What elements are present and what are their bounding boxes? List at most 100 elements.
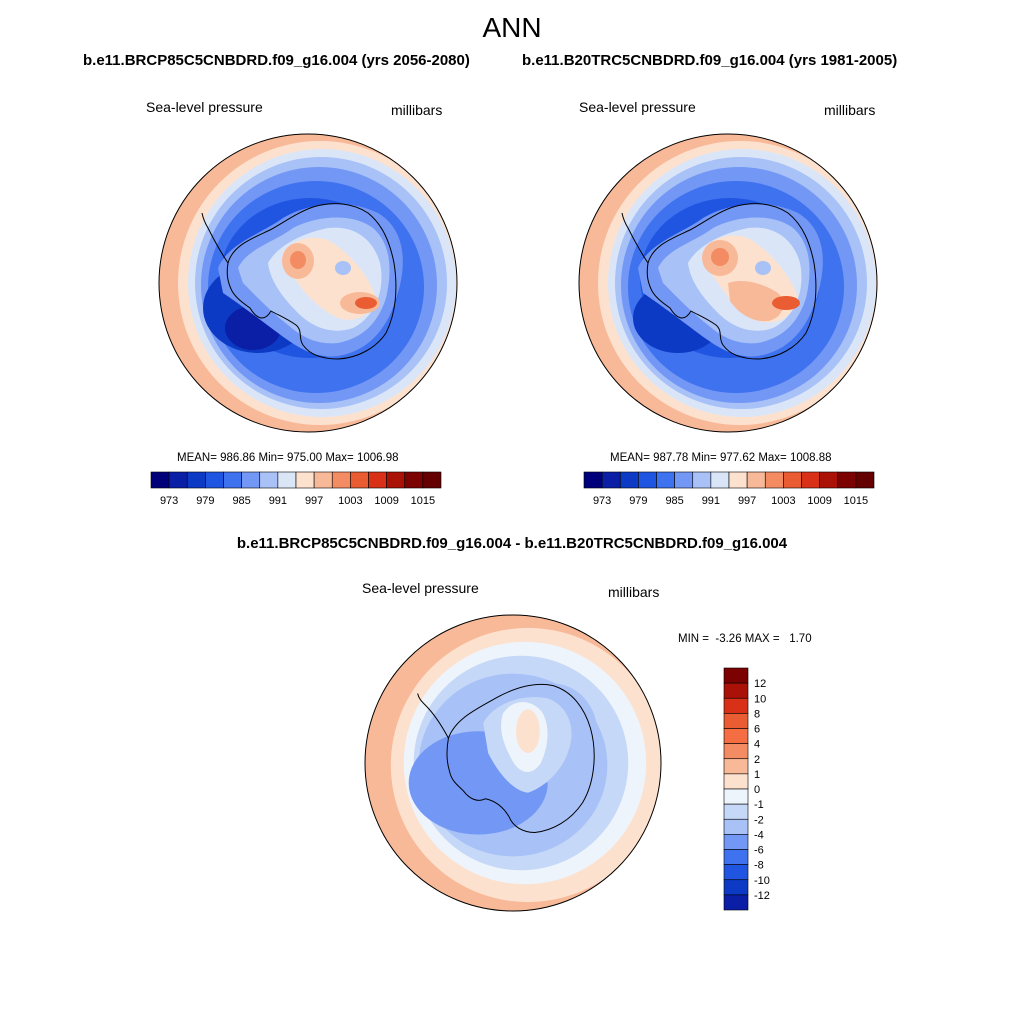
colorbar2-swatch-12 xyxy=(801,471,820,489)
map2-high-west-core xyxy=(711,248,729,266)
colorbar1-swatch-10 xyxy=(331,471,351,489)
colorbar2-tick-label: 1003 xyxy=(771,495,795,507)
colorbar2-swatch-11 xyxy=(783,471,802,489)
colorbar2-swatch-7 xyxy=(710,471,730,489)
colorbar1-swatch-11 xyxy=(350,471,369,489)
colorbar3-tick-label: -2 xyxy=(754,814,764,826)
map1-high-west-core xyxy=(290,251,306,269)
map-panel-2 xyxy=(578,133,878,433)
colorbar1-tick-label: 1015 xyxy=(411,495,435,507)
colorbar3-swatch-0 xyxy=(723,667,749,684)
colorbar2-swatch-13 xyxy=(819,471,839,489)
colorbar1-swatch-4 xyxy=(223,471,242,489)
diff-title: b.e11.BRCP85C5CNBDRD.f09_g16.004 - b.e11… xyxy=(236,535,788,552)
colorbar1-swatch-13 xyxy=(386,471,406,489)
colorbar2-swatch-15 xyxy=(855,471,875,489)
colorbar1-tick-label: 973 xyxy=(160,495,178,507)
colorbar1-swatch-7 xyxy=(277,471,297,489)
colorbar3-tick-label: 2 xyxy=(754,754,760,766)
colorbar3-swatch-13 xyxy=(723,864,749,881)
colorbar2-swatch-10 xyxy=(764,471,784,489)
colorbar3-tick-label: 10 xyxy=(754,693,766,705)
colorbar3-tick-label: 4 xyxy=(754,739,760,751)
colorbar3-tick-label: 1 xyxy=(754,769,760,781)
colorbar2-swatch-14 xyxy=(837,471,857,489)
map2-peninsula xyxy=(621,212,649,264)
panel3-stats: MIN = -3.26 MAX = 1.70 xyxy=(678,633,812,645)
map1-coastline xyxy=(226,203,397,360)
colorbar2-swatch-2 xyxy=(619,471,639,489)
colorbar-2: 973 979 985 991 997 1003 1009 1015 xyxy=(583,471,875,507)
case1-title: b.e11.BRCP85C5CNBDRD.f09_g16.004 (yrs 20… xyxy=(83,52,470,69)
colorbar1-swatch-3 xyxy=(205,471,224,489)
colorbar3-swatch-6 xyxy=(723,758,749,775)
map1-dip xyxy=(335,261,351,275)
colorbar1-swatch-12 xyxy=(368,471,387,489)
colorbar1-swatch-2 xyxy=(186,471,206,489)
colorbar1-swatch-9 xyxy=(313,471,333,489)
colorbar3-swatch-14 xyxy=(723,879,749,896)
colorbar3-swatch-9 xyxy=(723,803,749,820)
colorbar2-swatch-3 xyxy=(638,471,657,489)
colorbar1-tick-label: 991 xyxy=(269,495,287,507)
colorbar3-swatch-12 xyxy=(723,849,749,865)
colorbar2-tick-label: 973 xyxy=(593,495,611,507)
map2-high-east-core xyxy=(772,296,800,310)
colorbar2-swatch-1 xyxy=(601,471,621,489)
colorbar3-tick-label: -8 xyxy=(754,860,764,872)
colorbar1-tick-label: 985 xyxy=(232,495,250,507)
colorbar2-swatch-9 xyxy=(746,471,766,489)
case2-title: b.e11.B20TRC5CNBDRD.f09_g16.004 (yrs 198… xyxy=(522,52,898,69)
colorbar1-swatch-15 xyxy=(422,471,442,489)
panel2-variable-label: Sea-level pressure xyxy=(579,99,696,115)
colorbar3-swatch-8 xyxy=(723,788,749,805)
map-panel-3 xyxy=(364,614,662,912)
colorbar3-tick-label: -1 xyxy=(754,799,764,811)
colorbar3-tick-label: -6 xyxy=(754,845,764,857)
colorbar1-tick-label: 997 xyxy=(305,495,323,507)
colorbar1-swatch-14 xyxy=(404,471,424,489)
colorbar1-swatch-1 xyxy=(168,471,188,489)
map1-frame xyxy=(158,133,458,433)
colorbar3-tick-label: 12 xyxy=(754,678,766,690)
panel3-variable-label: Sea-level pressure xyxy=(362,580,479,596)
colorbar3-tick-label: 6 xyxy=(754,724,760,736)
colorbar3-swatch-3 xyxy=(723,713,749,729)
colorbar2-swatch-5 xyxy=(674,471,694,489)
panel1-variable-label: Sea-level pressure xyxy=(146,99,263,115)
panel1-stats: MEAN= 986.86 Min= 975.00 Max= 1006.98 xyxy=(177,452,399,464)
colorbar2-swatch-6 xyxy=(692,471,712,489)
map1-high-east-core xyxy=(355,297,377,309)
colorbar2-tick-label: 979 xyxy=(629,495,647,507)
colorbar3-tick-label: -4 xyxy=(754,829,764,841)
map3-coastline xyxy=(446,683,595,834)
colorbar3-swatch-15 xyxy=(723,894,749,911)
colorbar3-tick-label: -10 xyxy=(754,875,770,887)
colorbar3-tick-label: -12 xyxy=(754,890,770,902)
panel3-units-label: millibars xyxy=(608,584,660,600)
map3-peninsula xyxy=(417,693,449,739)
map-panel-1 xyxy=(158,133,458,433)
colorbar2-tick-label: 991 xyxy=(702,495,720,507)
colorbar2-tick-label: 1009 xyxy=(807,495,831,507)
colorbar2-tick-label: 997 xyxy=(738,495,756,507)
colorbar2-tick-label: 985 xyxy=(665,495,683,507)
map3-positive-patch xyxy=(515,709,540,754)
colorbar1-tick-label: 1009 xyxy=(374,495,398,507)
map2-dip xyxy=(755,261,771,275)
map2-coastline xyxy=(646,203,817,360)
colorbar1-swatch-5 xyxy=(241,471,261,489)
colorbar1-tick-label: 979 xyxy=(196,495,214,507)
map2-high-ridge xyxy=(728,281,784,322)
colorbar2-tick-label: 1015 xyxy=(844,495,868,507)
colorbar3-swatch-11 xyxy=(723,834,749,850)
colorbar2-swatch-0 xyxy=(583,471,603,489)
colorbar3-swatch-7 xyxy=(723,773,749,790)
figure-title: ANN xyxy=(482,12,542,43)
panel1-units-label: millibars xyxy=(391,102,443,118)
colorbar3-swatch-5 xyxy=(723,743,749,760)
colorbar1-swatch-8 xyxy=(295,471,315,489)
colorbar1-swatch-6 xyxy=(259,471,279,489)
colorbar1-swatch-0 xyxy=(150,471,170,489)
